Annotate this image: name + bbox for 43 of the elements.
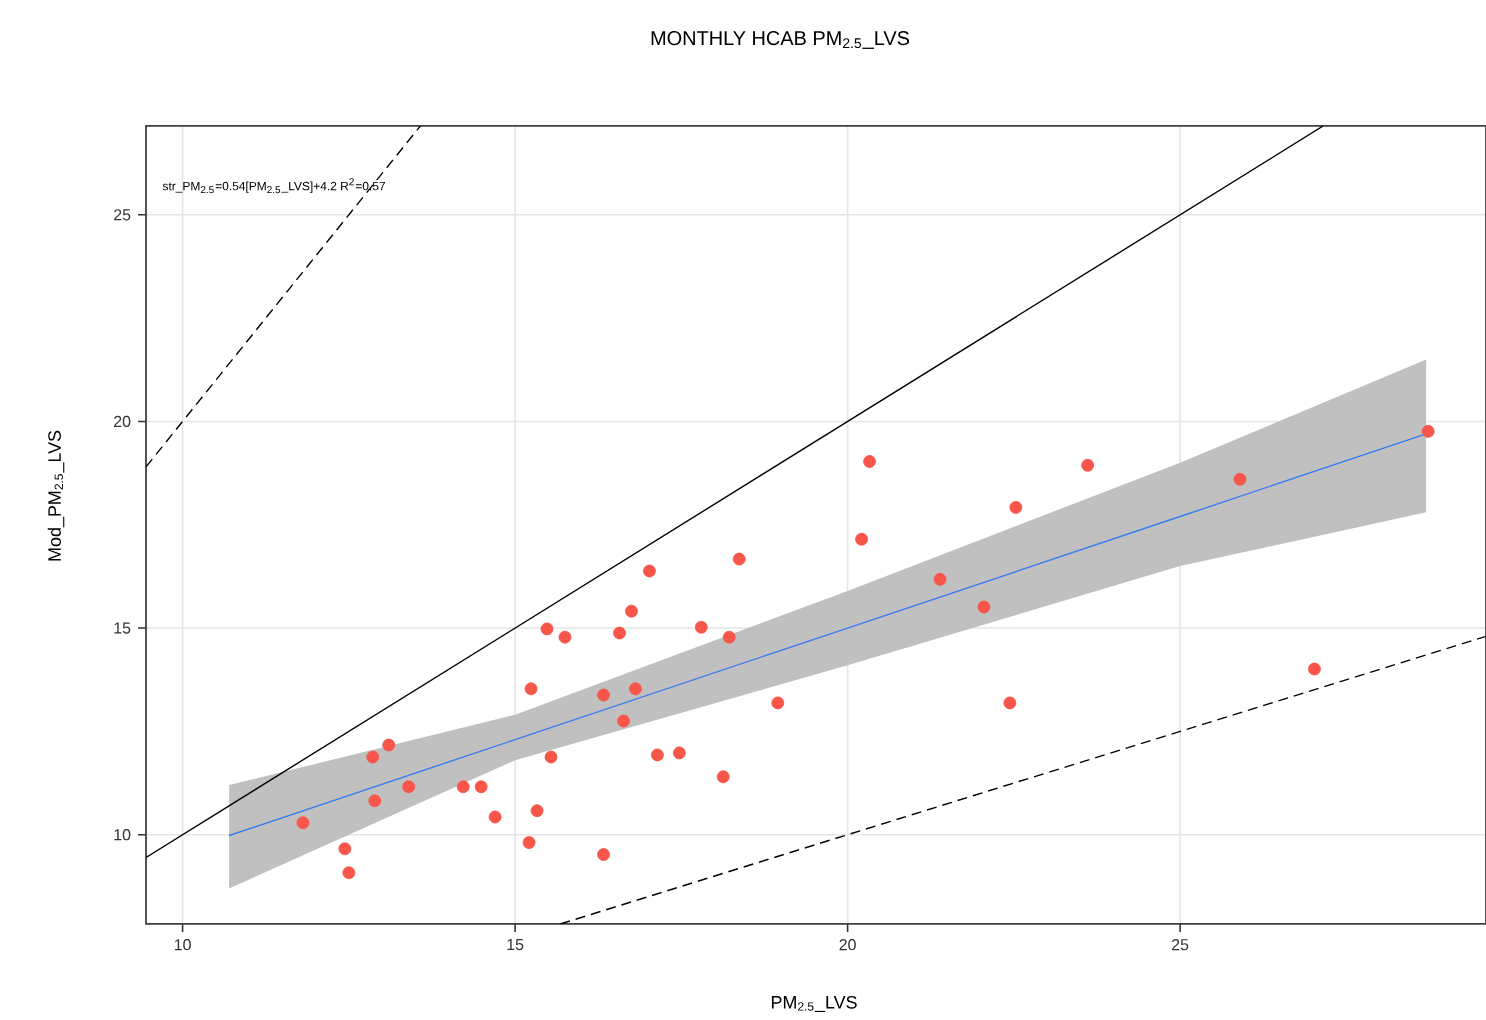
point <box>629 682 642 696</box>
point <box>522 836 536 849</box>
point <box>722 630 736 644</box>
point <box>732 552 746 566</box>
point <box>1421 424 1435 438</box>
point <box>863 455 876 468</box>
point <box>597 848 610 861</box>
point <box>1009 501 1023 514</box>
point <box>342 866 356 880</box>
point <box>368 794 382 808</box>
point <box>488 810 502 824</box>
point <box>977 600 991 614</box>
point <box>1233 472 1247 486</box>
point <box>296 816 310 830</box>
point <box>558 630 572 644</box>
point <box>597 688 610 702</box>
point <box>402 780 416 794</box>
point <box>855 532 868 546</box>
y-axis-title: Mod_PM$_{2.5}$_LVS <box>47 430 65 561</box>
point <box>366 750 380 764</box>
point <box>456 780 470 794</box>
point <box>524 682 538 696</box>
point <box>613 626 626 640</box>
point <box>617 714 630 728</box>
point <box>1003 696 1017 710</box>
point <box>716 770 730 784</box>
point <box>672 746 686 760</box>
point <box>540 622 554 636</box>
point <box>771 696 785 710</box>
point <box>530 804 544 818</box>
point <box>651 748 664 762</box>
point <box>1308 662 1321 676</box>
point <box>1081 458 1095 472</box>
point <box>474 780 488 794</box>
point <box>625 604 638 618</box>
point <box>933 572 947 586</box>
point <box>694 620 708 634</box>
point <box>544 750 558 764</box>
chart-title: MONTHLY HCAB PM$_{2.5}$_LVS <box>651 31 910 49</box>
point <box>338 842 352 856</box>
point <box>382 738 396 752</box>
x-axis-title: PM$_{2.5}$_LVS <box>771 995 857 1013</box>
point <box>643 564 656 578</box>
